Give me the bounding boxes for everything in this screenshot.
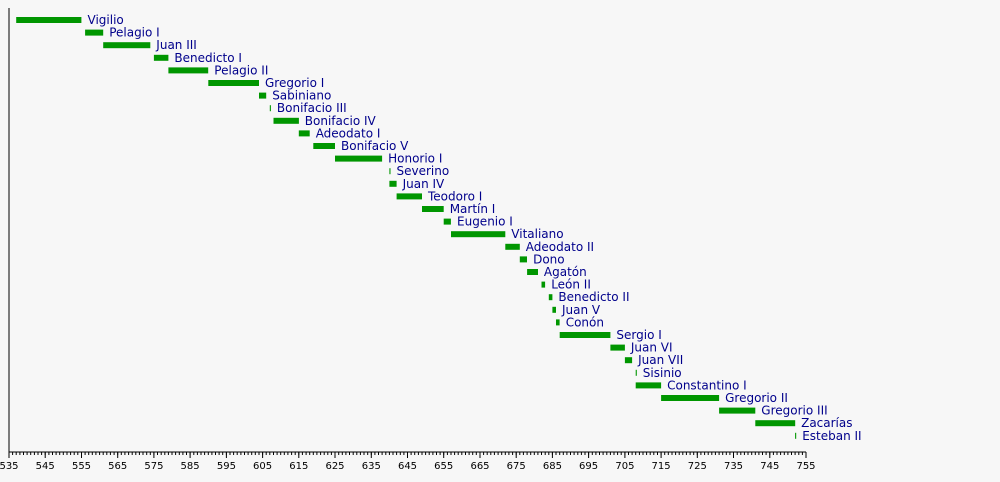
bar-honorio-i [335, 155, 383, 162]
bar-martín-i [422, 206, 444, 212]
bar-sabiniano [259, 92, 267, 99]
bar-label: Vitaliano [511, 227, 563, 241]
bar-label: Conón [566, 315, 604, 329]
x-tick-label: 665 [470, 461, 489, 472]
bar-juan-vi [610, 344, 625, 351]
bar-gregorio-i [208, 80, 259, 86]
bar-teodoro-i [396, 193, 422, 200]
bar-label: Honorio I [388, 152, 442, 166]
bar-label: Gregorio I [265, 76, 324, 90]
x-tick-label: 615 [289, 461, 308, 472]
x-tick-label: 675 [507, 461, 526, 472]
bar-label: Severino [397, 164, 450, 178]
x-tick-label: 685 [543, 461, 562, 472]
bars-group [16, 17, 797, 439]
x-tick-label: 545 [36, 461, 55, 472]
bar-label: Juan IV [402, 177, 445, 191]
bar-label: Juan VI [630, 341, 673, 355]
x-tick-label: 565 [108, 461, 127, 472]
bar-zacarías [755, 420, 796, 427]
x-axis: 535 545 555 565 575 585 595 605 615 625 635 645 655 6… [0, 8, 816, 472]
bar-juan-iii [103, 42, 151, 49]
bar-sisinio [635, 369, 637, 376]
bar-label: Teodoro I [427, 189, 482, 203]
bar-bonifacio-iii [269, 105, 271, 112]
bar-label: Juan VII [637, 353, 683, 367]
bar-label: Agatón [544, 265, 587, 279]
bar-juan-v [552, 306, 556, 313]
x-tick-label: 555 [72, 461, 91, 472]
bar-label: Bonifacio V [341, 139, 409, 153]
bar-vitaliano [451, 231, 506, 238]
bar-vigilio [16, 17, 82, 23]
bar-bonifacio-v [313, 143, 335, 149]
x-tick-label: 715 [652, 461, 671, 472]
bar-adeodato-ii [505, 243, 520, 250]
x-tick-label: 585 [181, 461, 200, 472]
bar-benedicto-ii [548, 294, 553, 301]
bar-conón [556, 319, 560, 326]
bar-dono [519, 256, 527, 263]
bar-label: Juan V [561, 303, 601, 317]
bar-label: Adeodato II [526, 240, 594, 254]
bar-label: Adeodato I [316, 126, 381, 140]
x-tick-label: 745 [760, 461, 779, 472]
bar-label: Sisinio [643, 366, 682, 380]
x-tick-label: 655 [434, 461, 453, 472]
x-tick-label: 575 [144, 461, 163, 472]
bar-label: Gregorio III [761, 404, 827, 418]
bar-juan-iv [389, 180, 397, 187]
bar-pelagio-i [85, 29, 104, 36]
bar-label: Zacarías [801, 416, 852, 430]
bar-gregorio-ii [661, 395, 720, 401]
bar-label: Esteban II [802, 429, 861, 443]
bar-label: Bonifacio III [277, 101, 347, 115]
bar-label: Martín I [450, 202, 496, 216]
bar-label: Vigilio [88, 13, 124, 27]
bar-label: Bonifacio IV [305, 114, 377, 128]
x-tick-label: 595 [217, 461, 236, 472]
bar-label: Gregorio II [725, 391, 788, 405]
x-tick-label: 755 [796, 461, 815, 472]
x-tick-label: 695 [579, 461, 598, 472]
x-tick-label: 645 [398, 461, 417, 472]
bar-agatón [527, 269, 538, 275]
bar-sergio-i [559, 332, 611, 338]
bar-label: Juan III [155, 38, 197, 52]
bar-label: León II [551, 278, 591, 292]
bar-severino [389, 168, 391, 175]
bar-label: Sergio I [616, 328, 661, 342]
bar-gregorio-iii [719, 407, 756, 414]
bar-label: Benedicto I [174, 51, 242, 65]
x-tick-label: 735 [724, 461, 743, 472]
x-tick-label: 635 [362, 461, 381, 472]
bar-benedicto-i [153, 54, 169, 61]
bar-label: Benedicto II [558, 290, 629, 304]
bar-juan-vii [624, 357, 633, 364]
x-tick-label: 535 [0, 461, 19, 472]
x-tick-label: 625 [325, 461, 344, 472]
bar-constantino-i [635, 382, 662, 389]
bar-label: Constantino I [667, 378, 747, 392]
bar-pelagio-ii [168, 67, 209, 74]
bar-león-ii [541, 281, 546, 288]
x-tick-label: 705 [615, 461, 634, 472]
bar-label: Dono [533, 252, 565, 266]
bar-label: Eugenio I [457, 215, 513, 229]
x-tick-label: 605 [253, 461, 272, 472]
bar-esteban-ii [795, 432, 797, 439]
bar-label: Pelagio I [109, 26, 160, 40]
x-tick-label: 725 [688, 461, 707, 472]
bar-adeodato-i [298, 130, 310, 137]
bar-label: Sabiniano [272, 89, 331, 103]
bar-eugenio-i [443, 218, 451, 225]
bar-label: Pelagio II [214, 63, 268, 77]
bar-bonifacio-iv [273, 117, 299, 124]
